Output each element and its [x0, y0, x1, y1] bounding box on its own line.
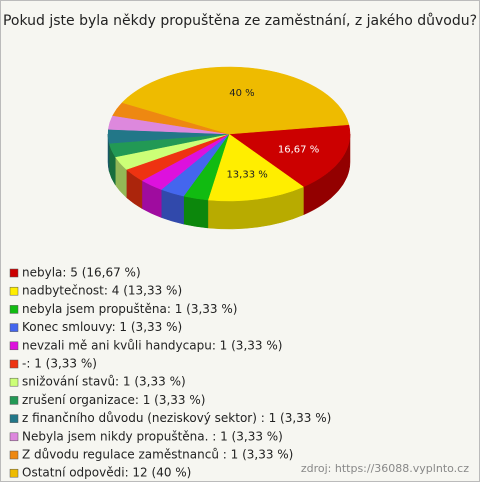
- legend-swatch: [9, 359, 19, 369]
- legend-label: zrušení organizace: 1 (3,33 %): [22, 393, 205, 407]
- slice: [121, 66, 350, 135]
- legend-swatch: [9, 432, 19, 442]
- legend-label: nebyla: 5 (16,67 %): [22, 266, 141, 280]
- slice-label: 16,67 %: [278, 145, 319, 156]
- legend-label: Nebyla jsem nikdy propuštěna. : 1 (3,33 …: [22, 429, 283, 443]
- legend-swatch: [9, 396, 19, 405]
- legend-swatch: [9, 341, 19, 351]
- legend-label: snižování stavů: 1 (3,33 %): [22, 375, 186, 389]
- slice-side: [183, 195, 209, 229]
- source: zdroj: https://36088.vyplnto.cz: [301, 462, 469, 475]
- slice: [207, 133, 304, 202]
- slice: [228, 124, 351, 188]
- legend-label: Z důvodu regulace zaměstnanců : 1 (3,33 …: [22, 448, 293, 462]
- legend-swatch: [9, 377, 19, 387]
- legend-swatch: [9, 414, 19, 423]
- slice-label: 40 %: [229, 88, 254, 99]
- legend-label: Konec smlouvy: 1 (3,33 %): [22, 320, 182, 334]
- legend-label: -: 1 (3,33 %): [22, 357, 97, 371]
- chart-title: Pokud jste byla někdy propuštěna ze zamě…: [3, 13, 477, 29]
- legend-swatch: [9, 468, 19, 478]
- legend-label: nevzali mě ani kvůli handycapu: 1 (3,33 …: [22, 338, 282, 352]
- legend-swatch: [9, 286, 19, 296]
- legend-label: nebyla jsem propuštěna: 1 (3,33 %): [22, 302, 237, 316]
- legend-swatch: [9, 305, 19, 314]
- legend-swatch: [9, 268, 19, 278]
- legend-label: z finančního důvodu (neziskový sektor) :…: [22, 411, 331, 425]
- legend-label: nadbytečnost: 4 (13,33 %): [22, 284, 182, 298]
- legend-swatch: [9, 450, 19, 460]
- legend-label: Ostatní odpovědi: 12 (40 %): [22, 466, 191, 480]
- slice-label: 13,33 %: [226, 169, 267, 180]
- legend-swatch: [9, 323, 19, 332]
